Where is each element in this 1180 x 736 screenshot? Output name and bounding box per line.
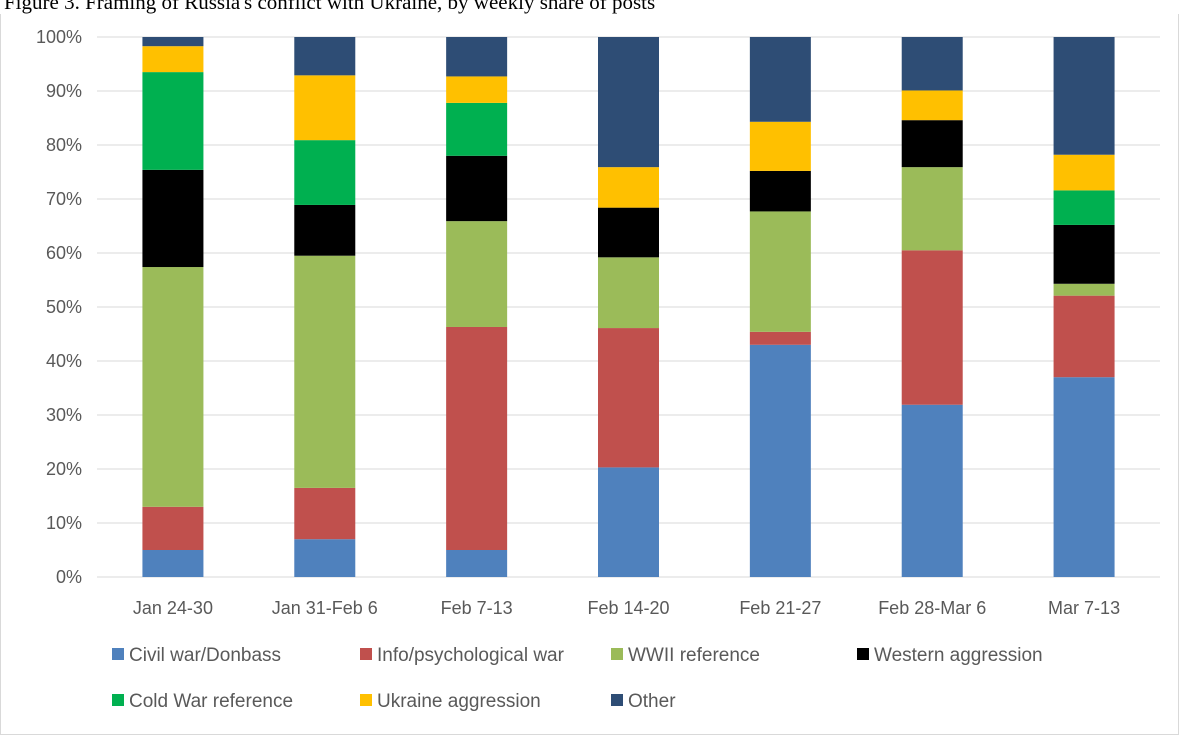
- legend-label-cold-war-reference: Cold War reference: [129, 691, 293, 712]
- x-tick-label: Feb 28-Mar 6: [878, 598, 986, 618]
- bar-segment-other-2: [446, 37, 508, 77]
- x-tick-label: Jan 31-Feb 6: [272, 598, 378, 618]
- bar-segment-western-aggression-0: [142, 169, 204, 268]
- bar-segment-info-psychological-war-0: [142, 506, 204, 550]
- bar-segment-ukraine-aggression-3: [598, 167, 659, 208]
- bar-segment-info-psychological-war-2: [446, 326, 508, 550]
- bar-segment-civil-war-donbass-3: [598, 467, 659, 577]
- legend-swatch-western-aggression: [857, 648, 869, 660]
- legend-label-wwii-reference: WWII reference: [628, 645, 760, 666]
- x-tick-label: Jan 24-30: [133, 598, 213, 618]
- bar-segment-wwii-reference-6: [1053, 283, 1115, 296]
- y-tick-label: 40%: [46, 351, 82, 371]
- y-axis-ticks: 0% 10% 20% 30% 40% 50% 60% 70% 80% 90% 100%: [36, 27, 82, 587]
- y-tick-label: 90%: [46, 81, 82, 101]
- bar-segment-wwii-reference-1: [294, 255, 356, 488]
- x-tick-label: Feb 14-20: [587, 598, 669, 618]
- legend-label-ukraine-aggression: Ukraine aggression: [377, 691, 541, 712]
- bars: [142, 37, 1115, 577]
- bar-segment-info-psychological-war-6: [1053, 295, 1115, 378]
- y-tick-label: 50%: [46, 297, 82, 317]
- bar-segment-info-psychological-war-5: [901, 250, 963, 405]
- y-tick-label: 100%: [36, 27, 82, 47]
- bar-segment-wwii-reference-0: [142, 267, 204, 507]
- x-tick-label: Feb 7-13: [441, 598, 513, 618]
- bar-segment-ukraine-aggression-2: [446, 76, 508, 103]
- bar-segment-western-aggression-1: [294, 204, 356, 256]
- y-tick-label: 60%: [46, 243, 82, 263]
- bar-segment-other-1: [294, 37, 356, 76]
- bar-segment-western-aggression-6: [1053, 224, 1115, 284]
- bar-segment-cold-war-reference-6: [1053, 190, 1115, 225]
- bar-segment-info-psychological-war-3: [598, 328, 659, 468]
- chart-frame: [0, 14, 1179, 735]
- bar-segment-western-aggression-5: [901, 120, 963, 168]
- x-tick-label: Mar 7-13: [1048, 598, 1120, 618]
- bar-segment-ukraine-aggression-4: [749, 121, 811, 171]
- bar-segment-info-psychological-war-4: [749, 331, 811, 345]
- legend-label-other: Other: [628, 691, 676, 712]
- legend-swatch-info-psychological-war: [360, 648, 372, 660]
- bar-segment-other-4: [749, 37, 811, 122]
- bar-segment-western-aggression-2: [446, 155, 508, 222]
- bar-segment-ukraine-aggression-5: [901, 90, 963, 121]
- y-tick-label: 30%: [46, 405, 82, 425]
- legend-swatch-wwii-reference: [611, 648, 623, 660]
- legend-swatch-civil-war-donbass: [112, 648, 124, 660]
- legend-swatch-other: [611, 694, 623, 706]
- legend: Civil war/Donbass Info/psychological war W…: [112, 645, 1043, 712]
- bar-segment-other-0: [142, 37, 204, 47]
- bar-segment-other-5: [901, 37, 963, 91]
- bar-segment-civil-war-donbass-2: [446, 550, 508, 577]
- legend-label-western-aggression: Western aggression: [874, 645, 1043, 666]
- figure-caption-strip: Figure 3. Framing of Russia's conflict w…: [0, 0, 1180, 14]
- bar-segment-info-psychological-war-1: [294, 487, 356, 540]
- bar-segment-civil-war-donbass-0: [142, 550, 204, 577]
- bar-segment-wwii-reference-3: [598, 257, 659, 329]
- bar-segment-western-aggression-4: [749, 170, 811, 212]
- legend-swatch-ukraine-aggression: [360, 694, 372, 706]
- bar-segment-cold-war-reference-1: [294, 140, 356, 205]
- bar-segment-ukraine-aggression-1: [294, 75, 356, 141]
- y-tick-label: 20%: [46, 459, 82, 479]
- bar-segment-cold-war-reference-2: [446, 102, 508, 156]
- legend-label-civil-war-donbass: Civil war/Donbass: [129, 645, 281, 666]
- legend-swatch-cold-war-reference: [112, 694, 124, 706]
- bar-segment-civil-war-donbass-1: [294, 539, 356, 577]
- bar-segment-civil-war-donbass-6: [1053, 377, 1115, 577]
- bar-segment-other-3: [598, 37, 659, 168]
- bar-segment-cold-war-reference-0: [142, 72, 204, 170]
- bar-segment-civil-war-donbass-5: [901, 404, 963, 577]
- bar-segment-wwii-reference-5: [901, 167, 963, 251]
- bar-segment-other-6: [1053, 37, 1115, 155]
- bar-segment-western-aggression-3: [598, 207, 659, 258]
- y-tick-label: 80%: [46, 135, 82, 155]
- bar-segment-civil-war-donbass-4: [749, 344, 811, 577]
- bar-segment-wwii-reference-2: [446, 221, 508, 327]
- y-tick-label: 10%: [46, 513, 82, 533]
- bar-segment-ukraine-aggression-0: [142, 46, 204, 73]
- figure-caption: Figure 3. Framing of Russia's conflict w…: [4, 0, 656, 14]
- bar-segment-wwii-reference-4: [749, 211, 811, 332]
- y-tick-label: 0%: [56, 567, 82, 587]
- bar-segment-ukraine-aggression-6: [1053, 154, 1115, 191]
- y-tick-label: 70%: [46, 189, 82, 209]
- x-axis-ticks: Jan 24-30 Jan 31-Feb 6 Feb 7-13 Feb 14-20 Fe…: [133, 598, 1120, 618]
- legend-label-info-psychological-war: Info/psychological war: [377, 645, 565, 666]
- x-tick-label: Feb 21-27: [739, 598, 821, 618]
